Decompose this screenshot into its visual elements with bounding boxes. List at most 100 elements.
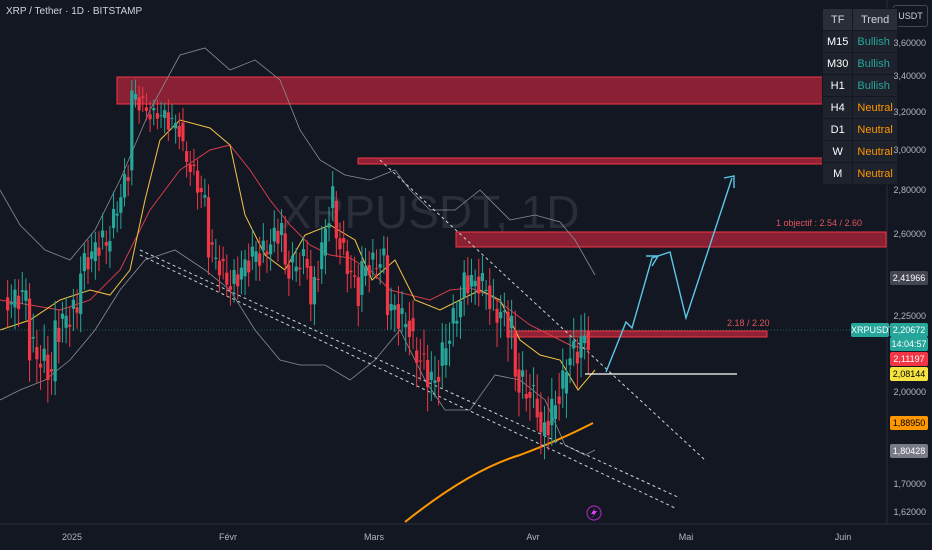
price-tag: 2,11197	[890, 352, 928, 366]
candle-body	[305, 258, 309, 268]
candle-body	[506, 311, 510, 338]
candle-body	[166, 112, 170, 130]
price-tick-label: 2,00000	[893, 387, 926, 397]
time-tick-label: Mai	[678, 532, 694, 542]
candle-body	[331, 186, 335, 209]
price-tag: 2,41966	[890, 271, 928, 285]
trend-row: M Neutral	[821, 162, 898, 185]
candle-body	[550, 398, 554, 426]
candle-body	[437, 376, 441, 382]
candle-body	[283, 233, 287, 265]
candle-body	[236, 274, 240, 287]
objective-label-1: 1 objectif : 2.54 / 2.60	[776, 218, 863, 228]
bollinger-lower	[0, 249, 596, 456]
candle-body	[477, 276, 481, 294]
candle-body	[396, 304, 401, 329]
candle-body	[564, 372, 569, 394]
candle-body	[82, 253, 86, 272]
candle-body	[228, 286, 233, 290]
projection-arrow-2	[723, 175, 735, 188]
objective-label-2: 2.18 / 2.20	[727, 318, 770, 328]
candle-body	[320, 242, 324, 270]
candle-body	[572, 340, 576, 349]
candle-body	[130, 90, 134, 171]
moving-average	[0, 144, 591, 351]
price-tick-label: 1,62000	[893, 507, 926, 517]
candle-body	[57, 327, 61, 343]
candle-body	[269, 244, 273, 255]
trend-timeframe: W	[821, 140, 854, 163]
candle-body	[232, 270, 236, 284]
candle-body	[185, 151, 189, 162]
candle-body	[579, 336, 583, 358]
candle-body	[345, 251, 349, 274]
trend-value: Neutral	[852, 96, 898, 119]
candle-body	[203, 195, 207, 198]
candle-body	[553, 405, 558, 419]
candle-body	[68, 324, 72, 327]
trend-value: Neutral	[852, 162, 898, 185]
trend-value: Neutral	[852, 140, 898, 163]
trend-value: Bullish	[852, 30, 898, 53]
candle-body	[243, 259, 247, 277]
candle-body	[451, 308, 455, 324]
candle-body	[539, 412, 543, 433]
candle-body	[316, 278, 320, 280]
candle-body	[126, 177, 130, 181]
candle-body	[367, 265, 371, 276]
candle-body	[531, 385, 536, 387]
projection-path	[605, 177, 733, 373]
candle-body	[104, 242, 108, 246]
candle-body	[480, 272, 485, 282]
candle-body	[407, 320, 411, 338]
candle-body	[258, 253, 262, 266]
candle-body	[64, 315, 68, 328]
price-tick-label: 2,60000	[893, 229, 926, 239]
candle-body	[404, 324, 408, 328]
candle-body	[458, 301, 463, 318]
candle-body	[192, 164, 196, 166]
trend-row: H4 Neutral	[821, 96, 898, 119]
candle-body	[195, 170, 200, 193]
price-tag: 1,80428	[890, 444, 928, 458]
candle-body	[119, 197, 123, 213]
candle-body	[499, 311, 503, 319]
candle-body	[546, 420, 550, 436]
candle-body	[163, 110, 167, 118]
candle-body	[393, 305, 397, 310]
chart-title: XRP / Tether · 1D · BITSTAMP	[6, 6, 143, 17]
ema-long	[404, 422, 594, 523]
candle-body	[210, 242, 214, 245]
candle-body	[9, 302, 13, 305]
candle-body	[517, 369, 521, 393]
currency-button[interactable]: USDT	[893, 5, 928, 27]
trend-timeframe: M	[821, 162, 854, 185]
candle-body	[111, 208, 116, 229]
candle-body	[466, 275, 470, 294]
candle-body	[510, 315, 514, 329]
candle-body	[265, 251, 269, 255]
candle-body	[309, 266, 313, 305]
candle-body	[360, 260, 364, 295]
trend-value: Neutral	[852, 118, 898, 141]
candle-body	[418, 360, 422, 362]
candle-body	[513, 333, 517, 377]
candle-body	[17, 295, 21, 310]
candle-body	[46, 354, 50, 380]
candle-body	[557, 396, 561, 404]
watermark: XRPUSDT, 1D	[280, 186, 579, 238]
candle-body	[261, 240, 265, 251]
trend-row: M30 Bullish	[821, 52, 898, 75]
candle-body	[415, 350, 419, 363]
candle-body	[382, 248, 386, 256]
candle-body	[90, 251, 94, 259]
trend-table: TF Trend M15 Bullish M30 Bullish H1 Bullish H4…	[821, 8, 898, 185]
candle-body	[542, 422, 547, 436]
candle-body	[122, 174, 127, 198]
candle-body	[422, 353, 426, 355]
candle-body	[385, 255, 390, 316]
candle-body	[214, 257, 218, 259]
candle-body	[353, 275, 357, 277]
time-tick-label: Févr	[219, 532, 237, 542]
